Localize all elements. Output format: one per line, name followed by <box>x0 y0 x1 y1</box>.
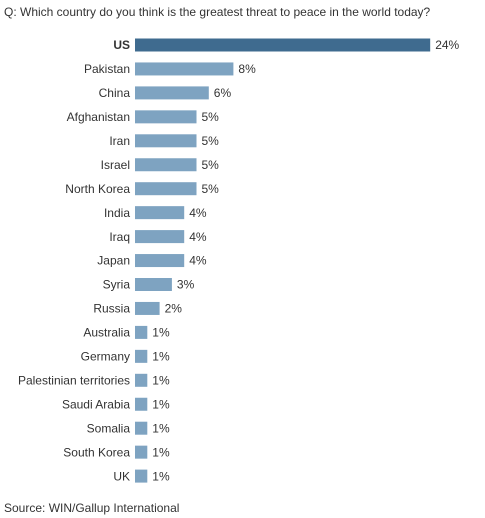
value-label: 2% <box>165 302 183 316</box>
value-label: 8% <box>238 62 256 76</box>
category-label: India <box>104 206 130 220</box>
category-label: Syria <box>103 278 131 292</box>
bar <box>135 158 197 172</box>
bar <box>135 182 197 196</box>
value-label: 4% <box>189 254 207 268</box>
bar <box>135 469 148 483</box>
value-label: 1% <box>152 421 170 435</box>
bar <box>135 278 172 291</box>
value-label: 1% <box>152 350 170 364</box>
source: Source: WIN/Gallup International <box>4 501 179 515</box>
value-label: 5% <box>202 182 220 196</box>
bar <box>135 349 148 363</box>
category-label: Pakistan <box>84 62 130 76</box>
bar <box>135 254 185 268</box>
bar <box>135 230 185 244</box>
bar <box>135 86 209 100</box>
chart-title: Q: Which country do you think is the gre… <box>4 5 431 19</box>
category-label: UK <box>113 469 130 483</box>
category-label: Israel <box>101 158 130 172</box>
bar <box>135 206 185 220</box>
value-label: 5% <box>202 110 220 124</box>
value-label: 4% <box>189 230 207 244</box>
category-label: Saudi Arabia <box>62 397 130 411</box>
category-label: Afghanistan <box>67 110 130 124</box>
category-label: Somalia <box>87 421 131 435</box>
category-label: China <box>99 86 131 100</box>
bar <box>135 301 160 315</box>
category-label: Iraq <box>109 230 130 244</box>
bar <box>135 325 148 339</box>
category-label: Japan <box>97 254 130 268</box>
bar <box>135 62 234 76</box>
value-label: 5% <box>202 158 220 172</box>
value-label: 5% <box>202 134 220 148</box>
value-label: 1% <box>152 445 170 459</box>
value-label: 4% <box>189 206 207 220</box>
value-label: 6% <box>214 86 232 100</box>
bar <box>135 421 148 435</box>
category-label: North Korea <box>65 182 130 196</box>
bar <box>135 134 197 148</box>
category-label: Australia <box>83 326 130 340</box>
category-label: Germany <box>81 350 130 364</box>
category-label: Russia <box>93 302 130 316</box>
category-label: South Korea <box>63 445 130 459</box>
bar <box>135 110 197 124</box>
category-label: US <box>113 38 130 52</box>
value-label: 1% <box>152 373 170 387</box>
value-label: 1% <box>152 469 170 483</box>
value-label: 1% <box>152 326 170 340</box>
bar <box>135 445 148 459</box>
bar <box>135 373 148 387</box>
value-label: 24% <box>435 38 459 52</box>
value-label: 3% <box>177 278 195 292</box>
bar <box>135 397 148 411</box>
value-label: 1% <box>152 397 170 411</box>
bar <box>135 38 431 52</box>
category-label: Palestinian territories <box>18 373 130 387</box>
category-label: Iran <box>109 134 130 148</box>
